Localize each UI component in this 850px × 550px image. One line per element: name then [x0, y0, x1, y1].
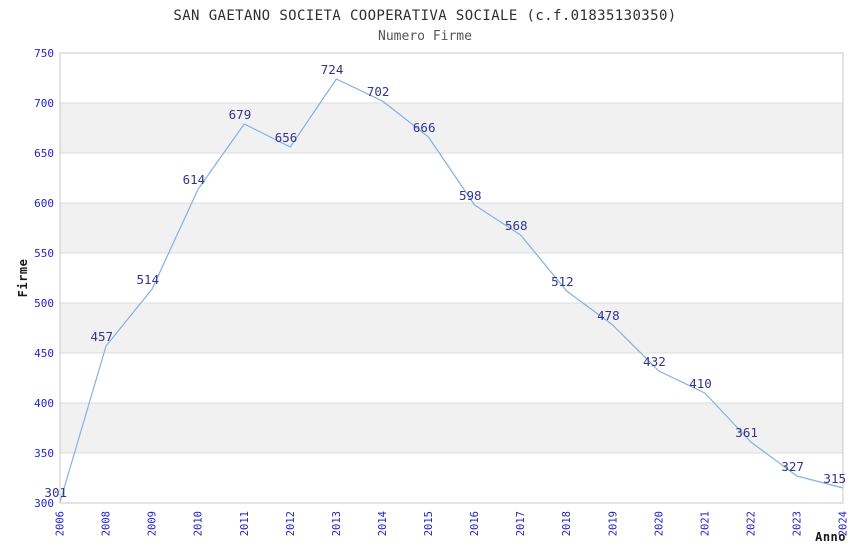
y-axis-title: Firme — [16, 259, 30, 298]
y-tick-label: 350 — [34, 447, 54, 460]
point-label: 724 — [321, 62, 344, 77]
y-tick-label: 450 — [34, 347, 54, 360]
x-tick-label: 2017 — [515, 511, 527, 536]
point-label: 598 — [459, 188, 482, 203]
point-label: 656 — [275, 130, 298, 145]
plot-band — [60, 203, 843, 253]
point-label: 514 — [137, 272, 160, 287]
x-tick-label: 2015 — [423, 511, 435, 536]
point-label: 301 — [44, 485, 67, 500]
x-tick-label: 2024 — [838, 511, 850, 536]
plot-border — [59, 52, 844, 504]
x-tick-label: 2018 — [561, 511, 573, 536]
plot-band — [60, 303, 843, 353]
x-axis-title: Anno — [815, 530, 846, 544]
y-tick-label: 600 — [34, 197, 54, 210]
x-tick-label: 2019 — [607, 511, 619, 536]
x-tick-label: 2012 — [285, 511, 297, 536]
point-label: 702 — [367, 84, 390, 99]
point-label: 327 — [781, 459, 804, 474]
y-tick-label: 500 — [34, 297, 54, 310]
x-tick-label: 2014 — [377, 511, 389, 536]
plot-band — [60, 403, 843, 453]
point-label: 679 — [229, 107, 252, 122]
y-tick-label: 400 — [34, 397, 54, 410]
y-tick-label: 650 — [34, 147, 54, 160]
point-label: 666 — [413, 120, 436, 135]
x-tick-label: 2008 — [101, 511, 113, 536]
point-label: 361 — [735, 425, 758, 440]
y-tick-label: 750 — [34, 47, 54, 60]
chart-title: SAN GAETANO SOCIETA COOPERATIVA SOCIALE … — [173, 8, 676, 24]
x-tick-label: 2020 — [653, 511, 665, 536]
point-label: 512 — [551, 274, 574, 289]
point-label: 478 — [597, 308, 620, 323]
x-tick-label: 2013 — [331, 511, 343, 536]
point-label: 315 — [823, 471, 846, 486]
point-label: 410 — [689, 376, 712, 391]
point-label: 568 — [505, 218, 528, 233]
point-label: 614 — [183, 172, 206, 187]
x-tick-label: 2016 — [469, 511, 481, 536]
y-tick-label: 550 — [34, 247, 54, 260]
y-tick-label: 300 — [34, 497, 54, 510]
series-line — [59, 78, 844, 503]
point-label: 432 — [643, 354, 666, 369]
x-tick-label: 2011 — [239, 511, 251, 536]
plot-area: 300 350 400 450 500 550 600 650 700 750 2006 2008 20… — [34, 47, 849, 536]
y-tick-label: 700 — [34, 97, 54, 110]
x-tick-label: 2022 — [745, 511, 757, 536]
plot-band — [60, 103, 843, 153]
point-label: 457 — [90, 329, 113, 344]
chart-subtitle: Numero Firme — [378, 29, 472, 44]
x-tick-label: 2023 — [792, 511, 804, 536]
x-tick-label: 2006 — [55, 511, 67, 536]
x-tick-label: 2010 — [193, 511, 205, 536]
x-tick-label: 2009 — [147, 511, 159, 536]
x-tick-label: 2021 — [699, 511, 711, 536]
